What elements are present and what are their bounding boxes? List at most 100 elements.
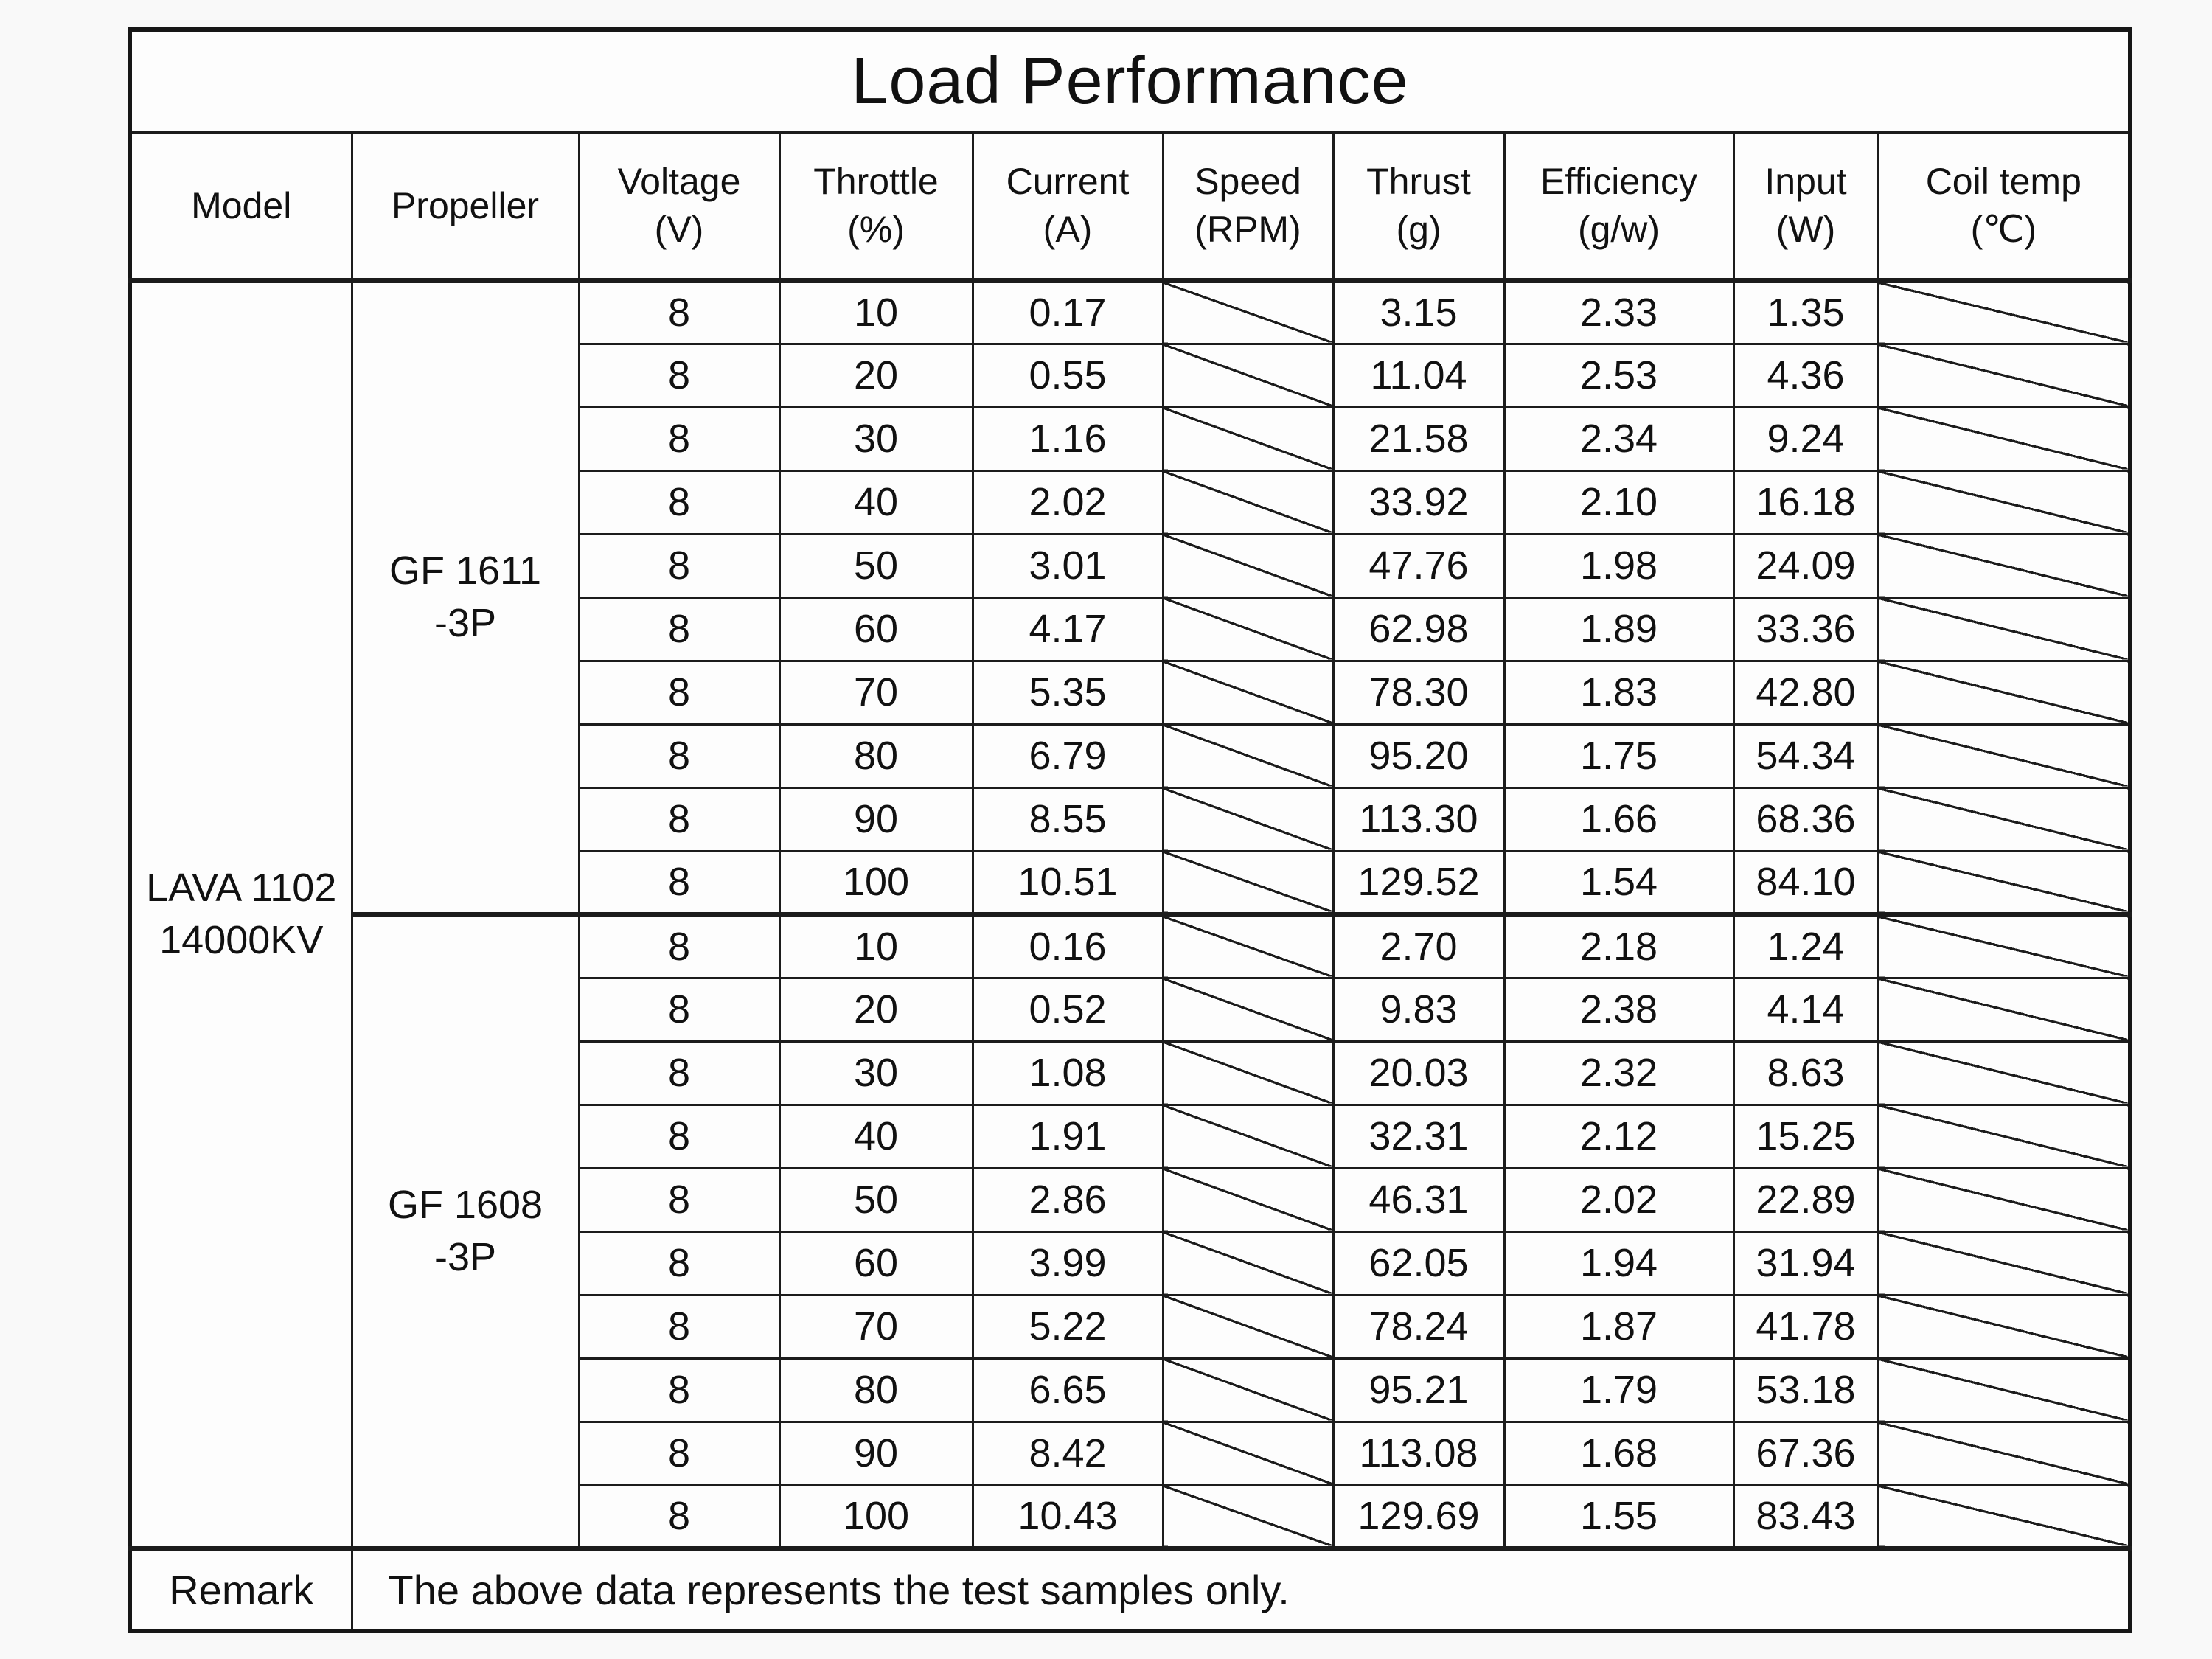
cell-throttle_pct: 20 [778,342,974,408]
data-row: 8 50 2.86 46.31 2.02 22.89 [130,1166,2132,1233]
remark-label: Remark [128,1545,353,1632]
cell-efficiency_g_per_w: 1.94 [1503,1230,1735,1296]
cell-voltage_v: 8 [577,279,781,345]
cell-efficiency_g_per_w: 2.34 [1503,406,1735,472]
cell-voltage_v: 8 [577,976,781,1043]
cell-input_w: 4.14 [1732,976,1879,1043]
no-data-slash-cell-speed_rpm [1161,342,1335,408]
cell-thrust_g: 78.24 [1332,1293,1506,1360]
no-data-slash-cell-coil_temp_c [1877,279,2132,345]
column-header-coil-temp: Coil temp (℃) [1877,131,2132,283]
cell-thrust_g: 78.30 [1332,659,1506,726]
column-header-throttle: Throttle (%) [778,131,974,283]
column-header-label: Throttle [813,161,939,203]
column-header-thrust: Thrust (g) [1332,131,1506,283]
cell-efficiency_g_per_w: 1.54 [1503,849,1735,916]
cell-thrust_g: 20.03 [1332,1040,1506,1106]
cell-throttle_pct: 100 [778,849,974,916]
column-header-efficiency: Efficiency (g/w) [1503,131,1735,283]
cell-input_w: 33.36 [1732,596,1879,662]
cell-current_a: 10.51 [971,849,1164,916]
no-data-slash-cell-speed_rpm [1161,1357,1335,1423]
no-data-slash-cell-coil_temp_c [1877,1293,2132,1360]
data-row: 8 90 8.42 113.08 1.68 67.36 [130,1420,2132,1486]
cell-voltage_v: 8 [577,1484,781,1550]
data-row: 8 40 2.02 33.92 2.10 16.18 [130,469,2132,535]
cell-current_a: 3.01 [971,532,1164,599]
cell-throttle_pct: 20 [778,976,974,1043]
data-body: LAVA 1102 14000KV GF 1611 -3P 8 10 0.17 3.15 2.3… [128,279,2132,1550]
data-row: 8 60 4.17 62.98 1.89 33.36 [130,596,2132,662]
cell-current_a: 2.86 [971,1166,1164,1233]
data-row: 8 40 1.91 32.31 2.12 15.25 [130,1103,2132,1169]
no-data-slash-cell-coil_temp_c [1877,406,2132,472]
cell-efficiency_g_per_w: 2.33 [1503,279,1735,345]
cell-voltage_v: 8 [577,1293,781,1360]
cell-current_a: 1.91 [971,1103,1164,1169]
cell-current_a: 5.35 [971,659,1164,726]
data-row: 8 60 3.99 62.05 1.94 31.94 [130,1230,2132,1296]
cell-input_w: 9.24 [1732,406,1879,472]
cell-throttle_pct: 10 [778,279,974,345]
cell-current_a: 8.55 [971,786,1164,852]
no-data-slash-cell-speed_rpm [1161,1166,1335,1233]
cell-current_a: 2.02 [971,469,1164,535]
cell-current_a: 6.79 [971,723,1164,789]
load-performance-table: Load Performance Model Propeller Voltage… [128,27,2133,1633]
column-header-unit: (g/w) [1577,209,1660,251]
cell-thrust_g: 113.30 [1332,786,1506,852]
column-header-current: Current (A) [971,131,1164,283]
column-header-unit: (A) [1043,209,1093,251]
cell-thrust_g: 129.69 [1332,1484,1506,1550]
cell-thrust_g: 62.98 [1332,596,1506,662]
cell-voltage_v: 8 [577,786,781,852]
cell-input_w: 31.94 [1732,1230,1879,1296]
cell-voltage_v: 8 [577,1040,781,1106]
cell-thrust_g: 129.52 [1332,849,1506,916]
cell-throttle_pct: 40 [778,1103,974,1169]
no-data-slash-cell-coil_temp_c [1877,659,2132,726]
cell-text-line: 14000KV [159,918,324,962]
data-row: 8 20 0.55 11.04 2.53 4.36 [130,342,2132,408]
no-data-slash-cell-coil_temp_c [1877,469,2132,535]
no-data-slash-cell-speed_rpm [1161,849,1335,916]
remark-row: Remark The above data represents the tes… [128,1545,2132,1632]
load-performance-sheet: Load Performance Model Propeller Voltage… [128,27,2133,1633]
cell-input_w: 16.18 [1732,469,1879,535]
data-row: 8 70 5.22 78.24 1.87 41.78 [130,1293,2132,1360]
cell-efficiency_g_per_w: 2.38 [1503,976,1735,1043]
cell-thrust_g: 95.20 [1332,723,1506,789]
no-data-slash-cell-coil_temp_c [1877,342,2132,408]
cell-current_a: 6.65 [971,1357,1164,1423]
cell-input_w: 67.36 [1732,1420,1879,1486]
cell-input_w: 4.36 [1732,342,1879,408]
no-data-slash-cell-coil_temp_c [1877,596,2132,662]
cell-throttle_pct: 60 [778,596,974,662]
cell-efficiency_g_per_w: 2.32 [1503,1040,1735,1106]
cell-current_a: 0.16 [971,911,1164,979]
cell-current_a: 3.99 [971,1230,1164,1296]
cell-efficiency_g_per_w: 1.87 [1503,1293,1735,1360]
cell-voltage_v: 8 [577,342,781,408]
no-data-slash-cell-coil_temp_c [1877,1484,2132,1550]
cell-text-line: GF 1608 [387,1182,543,1227]
column-header-voltage: Voltage (V) [577,131,781,283]
column-header-unit: (g) [1396,209,1441,251]
data-row: 8 70 5.35 78.30 1.83 42.80 [130,659,2132,726]
no-data-slash-cell-speed_rpm [1161,1040,1335,1106]
cell-efficiency_g_per_w: 2.18 [1503,911,1735,979]
cell-voltage_v: 8 [577,469,781,535]
cell-efficiency_g_per_w: 1.79 [1503,1357,1735,1423]
cell-thrust_g: 46.31 [1332,1166,1506,1233]
cell-current_a: 10.43 [971,1484,1164,1550]
cell-voltage_v: 8 [577,1230,781,1296]
cell-voltage_v: 8 [577,596,781,662]
cell-throttle_pct: 50 [778,532,974,599]
cell-throttle_pct: 40 [778,469,974,535]
cell-throttle_pct: 90 [778,1420,974,1486]
cell-throttle_pct: 30 [778,1040,974,1106]
column-header-unit: (RPM) [1194,209,1301,251]
column-header-label: Thrust [1366,161,1471,203]
cell-input_w: 22.89 [1732,1166,1879,1233]
column-header-label: Voltage [617,161,741,203]
